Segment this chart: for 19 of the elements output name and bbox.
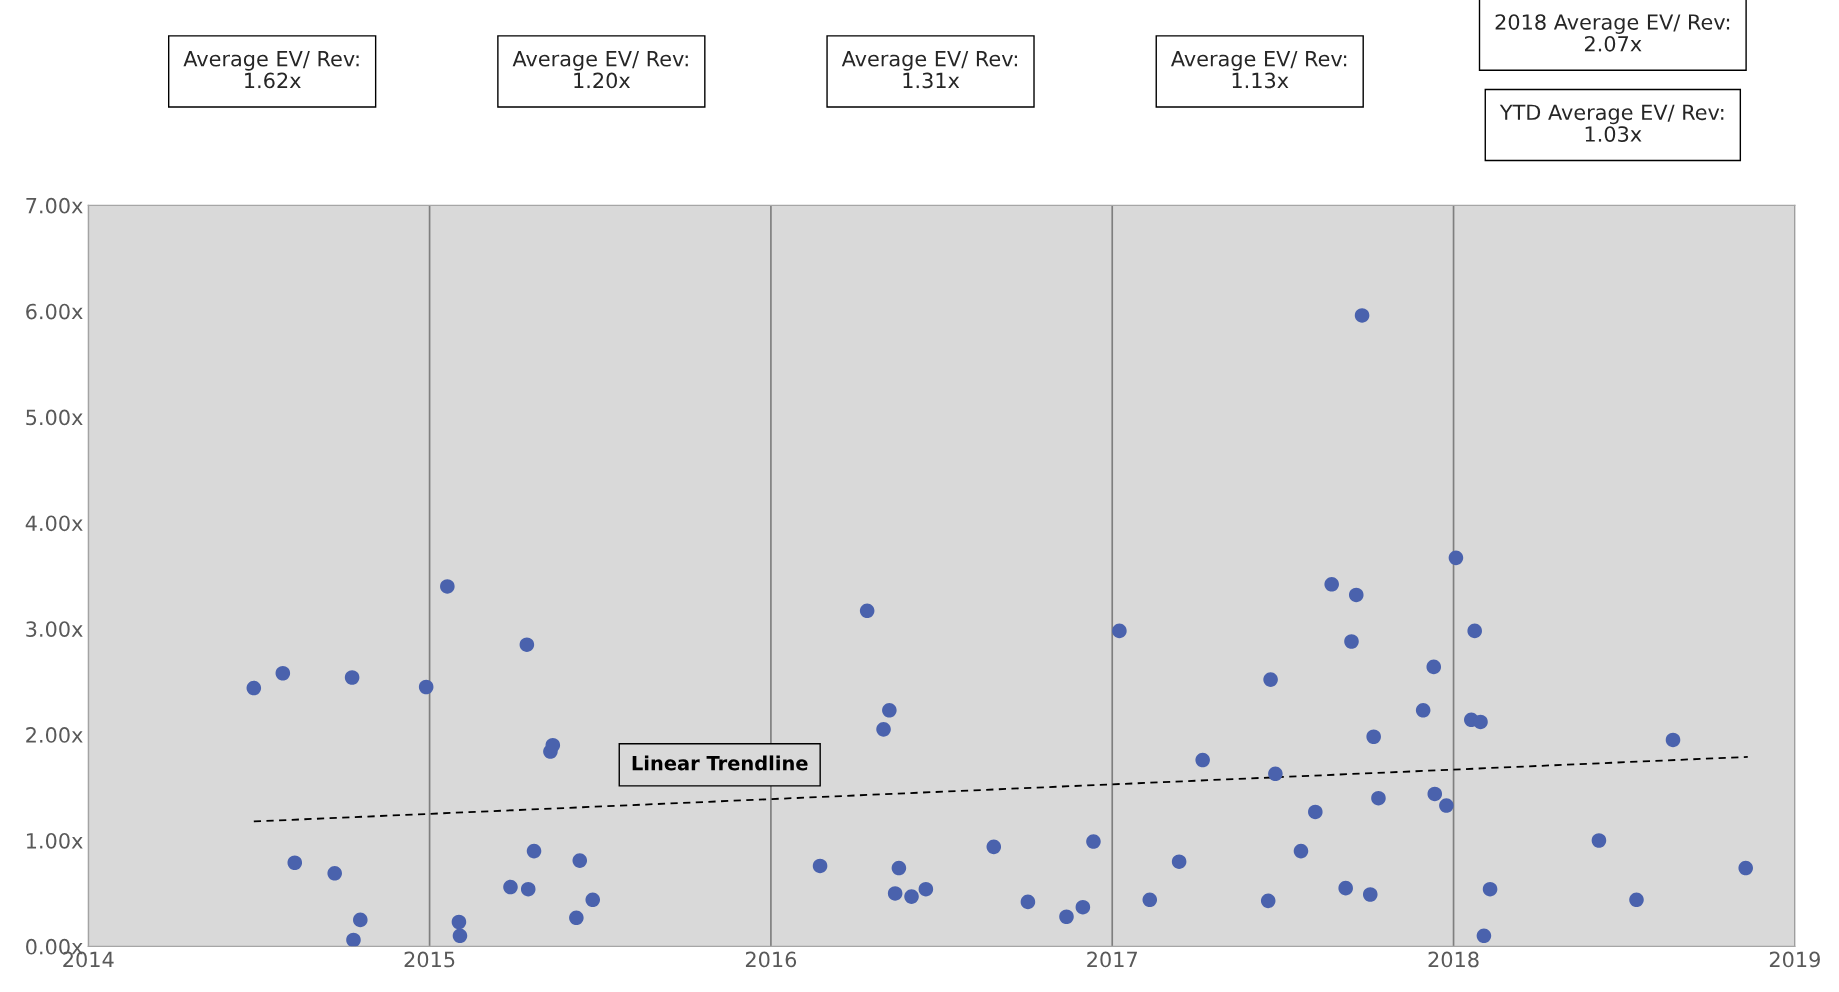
text: 2018 Average EV/ Rev: 2.07x — [1495, 14, 1730, 52]
x-tick-label: 2016 — [745, 951, 797, 968]
x-tick-label: 2015 — [404, 951, 455, 968]
y-tick-label: 5.00x — [26, 409, 83, 426]
text: Average EV/ Rev: 1.20x — [512, 51, 688, 89]
text: Average EV/ Rev: 1.31x — [841, 51, 1017, 89]
text: Average EV/ Rev: 1.13x — [1170, 51, 1347, 89]
series-label: Linear Trendline — [632, 755, 808, 771]
y-tick-label: 6.00x — [26, 303, 83, 320]
y-tick-label: 2.00x — [26, 727, 83, 743]
x-tick-label: 2017 — [1087, 951, 1137, 968]
x-tick-label: 2019 — [1769, 951, 1820, 968]
y-tick-label: 3.00x — [26, 621, 83, 637]
y-tick-label: 1.00x — [26, 832, 83, 849]
text: YTD Average EV/ Rev: 1.03x — [1499, 104, 1724, 142]
y-tick-label: 7.00x — [26, 197, 83, 214]
x-tick-label: 2018 — [1428, 951, 1479, 968]
text: Average EV/ Rev: 1.62x — [183, 51, 359, 89]
y-tick-label: 4.00x — [25, 515, 83, 532]
